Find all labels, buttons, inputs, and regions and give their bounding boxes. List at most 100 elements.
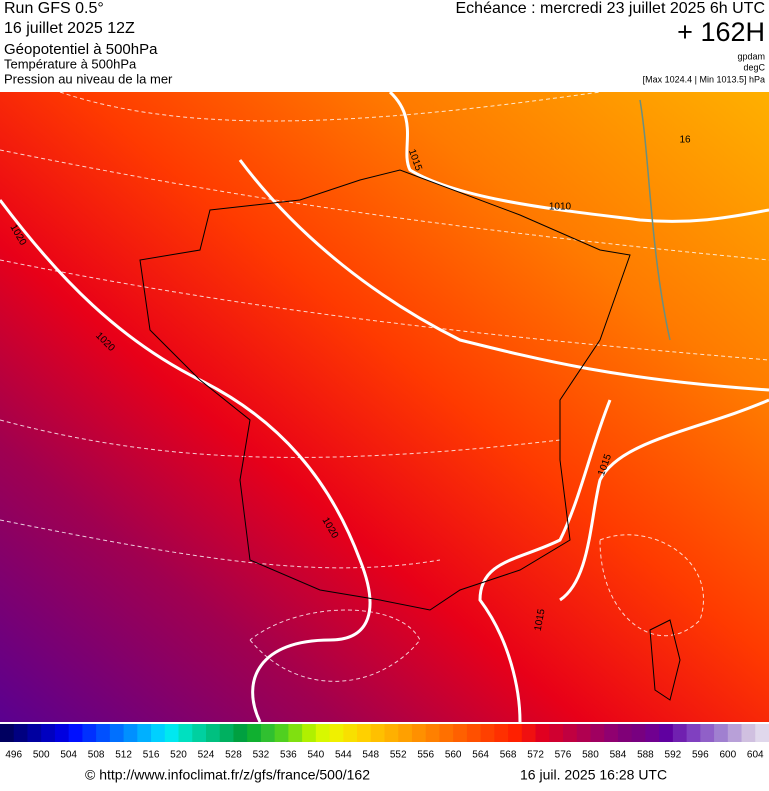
legend-label: 532 [253, 750, 270, 761]
offset: + 162H [677, 17, 765, 47]
legend-label: 584 [610, 750, 627, 761]
color-swatch [192, 724, 207, 742]
color-swatch [645, 724, 660, 742]
legend-label: 592 [665, 750, 682, 761]
color-swatch [233, 724, 248, 742]
color-swatch [27, 724, 42, 742]
color-swatch [714, 724, 729, 742]
legend-label: 504 [60, 750, 77, 761]
color-swatch [151, 724, 166, 742]
color-swatch [82, 724, 97, 742]
legend-label: 580 [582, 750, 599, 761]
color-swatch [755, 724, 769, 742]
unit: degC [743, 62, 765, 72]
color-swatch [453, 724, 468, 742]
color-swatch [672, 724, 688, 742]
legend-label: 500 [33, 750, 50, 761]
range: [Max 1024.4 | Min 1013.5] hPa [643, 74, 765, 84]
legend-label: 588 [637, 750, 654, 761]
color-swatch [247, 724, 262, 742]
color-swatch [604, 724, 619, 742]
color-swatch [0, 724, 15, 742]
color-swatch [659, 724, 674, 742]
color-swatch [178, 724, 193, 742]
color-swatch [590, 724, 605, 742]
color-swatch [521, 724, 537, 742]
color-swatch [727, 724, 743, 742]
legend-label: 548 [362, 750, 379, 761]
color-swatch [686, 724, 701, 742]
color-swatch [466, 724, 482, 742]
color-swatch [68, 724, 83, 742]
legend-label: 604 [747, 750, 764, 761]
legend-label: 600 [719, 750, 736, 761]
legend-label: 556 [417, 750, 434, 761]
color-swatch [563, 724, 578, 742]
color-swatch [41, 724, 56, 742]
legend-label: 512 [115, 750, 132, 761]
legend-label: 496 [5, 750, 22, 761]
legend-label: 576 [555, 750, 572, 761]
legend-label: 572 [527, 750, 544, 761]
color-swatch [123, 724, 138, 742]
unit: gpdam [737, 51, 765, 61]
legend-label: 564 [472, 750, 489, 761]
layer: Pression au niveau de la mer [4, 71, 173, 86]
color-swatch [439, 724, 454, 742]
color-swatch [741, 724, 756, 742]
legend-label: 508 [88, 750, 105, 761]
color-swatch [384, 724, 399, 742]
color-swatch [425, 724, 440, 742]
color-swatch [205, 724, 221, 742]
legend-label: 596 [692, 750, 709, 761]
color-swatch [357, 724, 372, 742]
echeance: Echéance : mercredi 23 juillet 2025 6h U… [456, 0, 766, 17]
run-date: 16 juillet 2025 12Z [4, 20, 135, 37]
color-swatch [164, 724, 180, 742]
color-swatch [549, 724, 564, 742]
contour-label: 16 [679, 135, 691, 146]
color-swatch [137, 724, 152, 742]
legend-label: 536 [280, 750, 297, 761]
color-swatch [535, 724, 550, 742]
legend-label: 516 [143, 750, 160, 761]
legend-label: 552 [390, 750, 407, 761]
color-swatch [302, 724, 317, 742]
color-swatch [96, 724, 111, 742]
color-swatch [398, 724, 413, 742]
color-swatch [631, 724, 646, 742]
color-swatch [274, 724, 289, 742]
legend-label: 544 [335, 750, 352, 761]
legend-label: 520 [170, 750, 187, 761]
color-swatch [480, 724, 495, 742]
legend-label: 540 [307, 750, 324, 761]
legend: 496 500 504 508 512 516 520 524 528 532 536 540 544 5… [0, 724, 769, 761]
color-swatch [329, 724, 344, 742]
legend-label: 568 [500, 750, 517, 761]
contour-label: 1015 [533, 608, 548, 632]
color-swatch [617, 724, 633, 742]
color-swatch [315, 724, 331, 742]
color-swatch [54, 724, 70, 742]
legend-label: 560 [445, 750, 462, 761]
layer: Géopotentiel à 500hPa [4, 41, 158, 58]
color-swatch [260, 724, 276, 742]
color-swatch [576, 724, 591, 742]
color-swatch [494, 724, 509, 742]
color-swatch [411, 724, 427, 742]
color-swatch [13, 724, 28, 742]
source: © http://www.infoclimat.fr/z/gfs/france/… [85, 767, 370, 783]
color-swatch [343, 724, 358, 742]
layer: Température à 500hPa [4, 56, 137, 71]
legend-label: 528 [225, 750, 242, 761]
color-swatch [700, 724, 715, 742]
color-swatch [288, 724, 303, 742]
color-swatch [219, 724, 234, 742]
color-swatch [109, 724, 125, 742]
color-swatch [370, 724, 385, 742]
timestamp: 16 juil. 2025 16:28 UTC [520, 767, 667, 783]
legend-label: 524 [198, 750, 215, 761]
run: Run GFS 0.5° [4, 0, 104, 17]
contour-label: 1010 [549, 202, 572, 213]
